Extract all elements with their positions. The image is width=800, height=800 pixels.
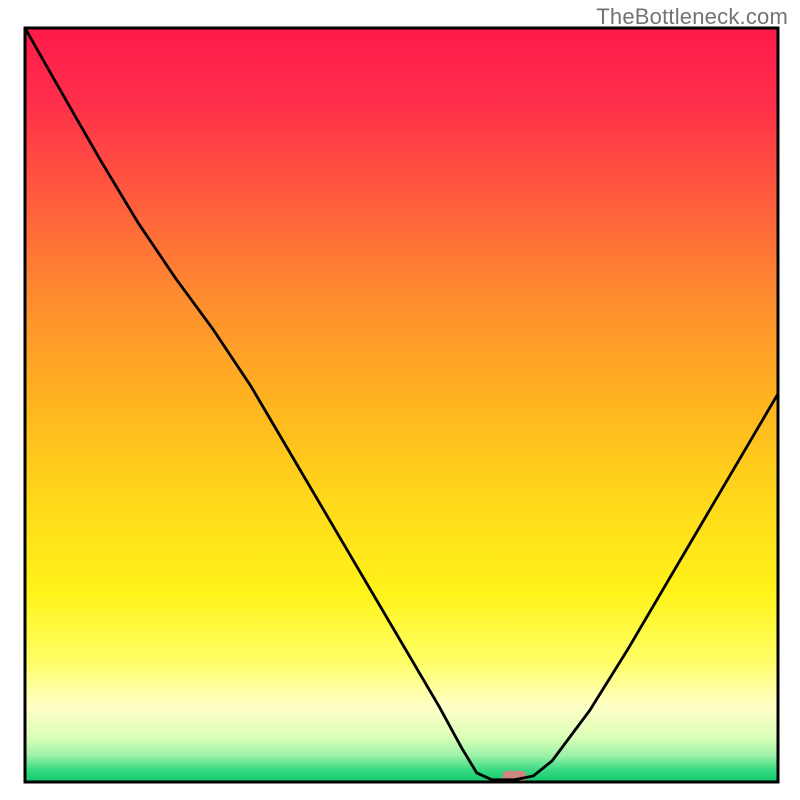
chart-container: TheBottleneck.com [0, 0, 800, 800]
plot-area [25, 28, 778, 783]
watermark-label: TheBottleneck.com [596, 4, 788, 30]
gradient-background [25, 28, 778, 782]
bottleneck-chart [0, 0, 800, 800]
